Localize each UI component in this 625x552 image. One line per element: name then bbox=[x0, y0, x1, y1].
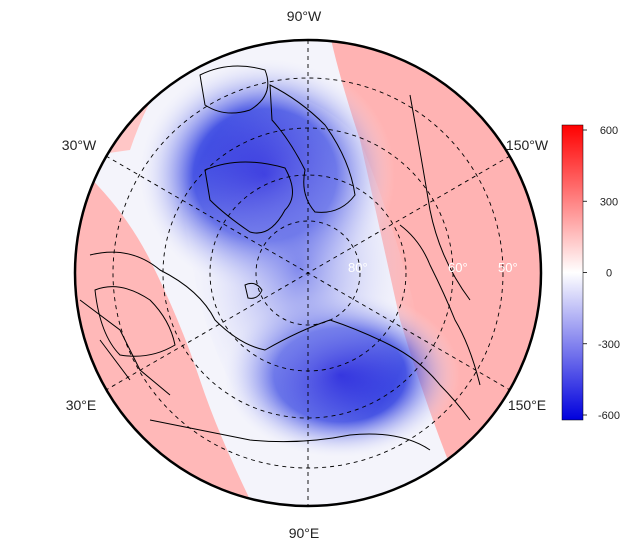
siberia-borders bbox=[149, 419, 431, 451]
lon-label-bottom: 90°E bbox=[289, 525, 320, 541]
anomaly-field bbox=[75, 40, 541, 506]
scandinavia-coast bbox=[94, 286, 176, 357]
colorbar-tick-label: -600 bbox=[598, 410, 620, 422]
colorbar-gradient bbox=[561, 124, 584, 421]
colorbar-ticks: 600 300 0 -300 -600 bbox=[583, 125, 620, 422]
latitude-circle-80 bbox=[255, 220, 361, 326]
alaska-coast bbox=[399, 224, 481, 386]
lat-label-80: 80° bbox=[348, 260, 368, 275]
graticule bbox=[105, 40, 511, 506]
meridian-150w-30e bbox=[105, 155, 511, 391]
north-america-coast bbox=[199, 65, 471, 301]
colorbar: 600 300 0 -300 -600 bbox=[561, 124, 620, 422]
colorbar-tick-label: 600 bbox=[600, 125, 618, 137]
map-boundary bbox=[73, 38, 543, 508]
eurasia-coast bbox=[89, 251, 471, 421]
colorbar-tick-label: 0 bbox=[606, 268, 612, 280]
lon-label-lower-right: 150°E bbox=[508, 397, 546, 413]
colorbar-tick-label: -300 bbox=[598, 339, 620, 351]
lon-label-upper-left: 30°W bbox=[62, 137, 97, 153]
lon-label-top: 90°W bbox=[287, 8, 322, 24]
canadian-arctic-coast bbox=[269, 84, 356, 213]
greenland-coast bbox=[204, 161, 293, 234]
lon-label-lower-left: 30°E bbox=[66, 397, 97, 413]
lat-label-50: 50° bbox=[498, 260, 518, 275]
negative-band bbox=[176, 85, 422, 452]
colorbar-tick-label: 300 bbox=[600, 196, 618, 208]
svalbard-coast bbox=[244, 282, 263, 299]
lat-label-60: 60° bbox=[448, 260, 468, 275]
lon-label-upper-right: 150°W bbox=[506, 137, 549, 153]
